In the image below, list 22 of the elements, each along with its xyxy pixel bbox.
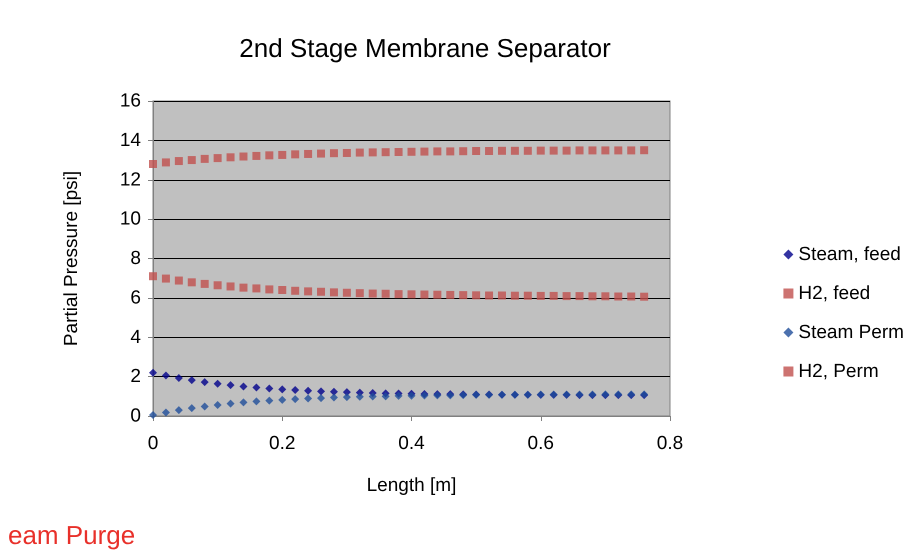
y-tick-label: 16: [120, 90, 141, 112]
x-tick-label: 0.6: [528, 433, 554, 454]
x-tick-label: 0.8: [656, 433, 684, 454]
x-tick-label: 0.4: [398, 433, 426, 454]
legend-label: Steam Perm: [798, 322, 904, 343]
y-tick-label: 6: [130, 287, 141, 308]
x-axis-title: Length [m]: [366, 475, 456, 496]
y-axis-title: Partial Pressure [psi]: [61, 170, 82, 346]
y-tick-label: 4: [130, 326, 142, 348]
legend-label: Steam, feed: [798, 244, 901, 265]
y-tick-label: 10: [120, 208, 141, 230]
legend-label: H2, Perm: [798, 361, 879, 382]
legend-label: H2, feed: [798, 283, 870, 304]
y-tick-label: 12: [120, 169, 141, 190]
text: eam Purge: [8, 520, 136, 550]
y-tick-label: 8: [130, 248, 141, 269]
y-tick-label: 2: [130, 366, 141, 388]
x-tick-label: 0.2: [269, 433, 296, 454]
y-tick-label: 14: [120, 130, 142, 151]
y-tick-label: 0: [130, 406, 141, 426]
chart-title: 2nd Stage Membrane Separator: [239, 33, 612, 63]
x-tick-label: 0: [148, 433, 158, 454]
